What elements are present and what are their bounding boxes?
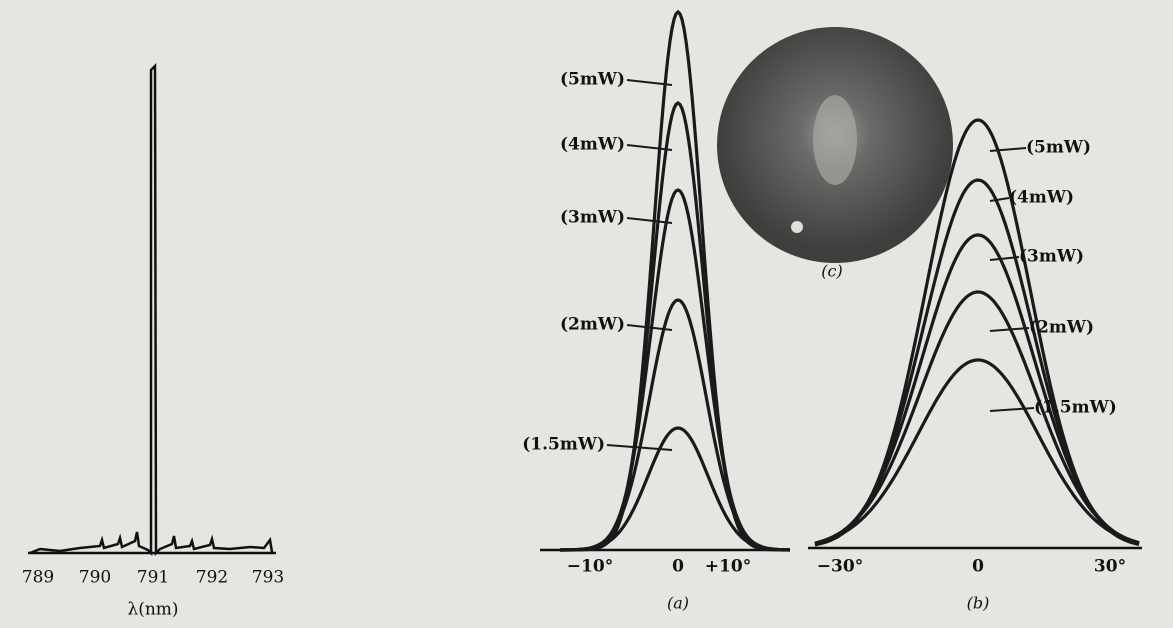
x-tick-label: 790 xyxy=(79,568,111,588)
beam-spot xyxy=(813,95,857,185)
curve-label: (2mW) xyxy=(1029,318,1094,338)
figure: λ(nm) (c) (a) (b) 789 790 791 792 793 (5mW) (4… xyxy=(0,0,1173,628)
curve-label: (2mW) xyxy=(560,315,625,335)
curve-label: (4mW) xyxy=(560,135,625,155)
x-axis-label: λ(nm) xyxy=(127,600,178,620)
x-tick-label: −30° xyxy=(817,557,863,577)
curve-label: (1.5mW) xyxy=(1034,398,1117,418)
x-tick-label: 0 xyxy=(672,557,684,577)
panel-caption: (c) xyxy=(821,262,842,281)
x-tick-label: 0 xyxy=(972,557,984,577)
curve-label: (3mW) xyxy=(560,208,625,228)
x-tick-label: 792 xyxy=(196,568,228,588)
x-tick-label: −10° xyxy=(567,557,613,577)
curve-label: (3mW) xyxy=(1019,247,1084,267)
x-tick-label: +10° xyxy=(705,557,751,577)
curve-label: (5mW) xyxy=(1026,138,1091,158)
x-tick-label: 30° xyxy=(1094,557,1126,577)
reflection-spot xyxy=(791,221,803,233)
x-tick-label: 791 xyxy=(137,568,169,588)
x-tick-label: 793 xyxy=(252,568,284,588)
curve-label: (1.5mW) xyxy=(522,435,605,455)
panel-caption: (a) xyxy=(667,594,689,613)
panel-caption: (b) xyxy=(967,594,990,613)
curve-label: (4mW) xyxy=(1009,188,1074,208)
curve-label: (5mW) xyxy=(560,70,625,90)
x-tick-label: 789 xyxy=(22,568,54,588)
